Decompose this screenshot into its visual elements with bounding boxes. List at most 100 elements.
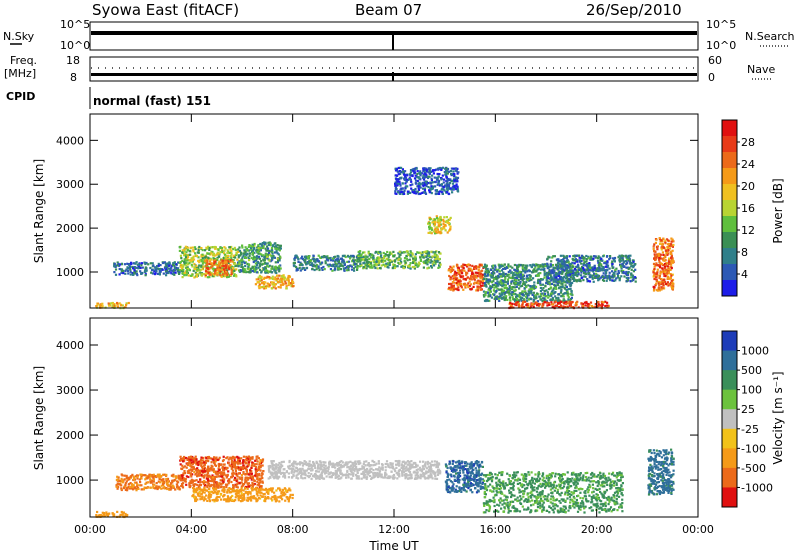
data-cell xyxy=(587,270,590,273)
data-cell xyxy=(256,249,259,252)
data-cell xyxy=(549,273,552,276)
data-cell xyxy=(400,176,403,179)
data-cell xyxy=(539,278,543,281)
data-cell xyxy=(203,474,206,477)
data-cell xyxy=(554,280,557,283)
data-cell xyxy=(560,289,563,292)
data-cell xyxy=(275,249,278,252)
data-cell xyxy=(485,281,488,284)
data-cell xyxy=(556,268,559,271)
data-cell xyxy=(364,259,367,262)
data-cell xyxy=(661,267,664,270)
data-cell xyxy=(435,189,438,192)
data-cell xyxy=(152,473,155,476)
data-cell xyxy=(527,294,530,297)
data-cell xyxy=(265,269,268,272)
data-cell xyxy=(459,280,462,283)
data-cell xyxy=(578,254,581,257)
data-cell xyxy=(275,278,278,281)
data-cell xyxy=(482,282,485,285)
data-cell xyxy=(242,270,245,273)
data-cell xyxy=(517,306,521,309)
colorbar-tick-label: 4 xyxy=(741,268,748,281)
data-cell xyxy=(410,180,413,183)
data-cell xyxy=(541,263,544,266)
data-cell xyxy=(341,258,344,261)
data-cell xyxy=(187,456,191,459)
data-cell xyxy=(198,261,201,264)
data-cell xyxy=(467,286,470,289)
data-cell xyxy=(153,475,156,478)
data-cell xyxy=(221,466,225,469)
data-cell xyxy=(663,265,667,268)
data-cell xyxy=(611,266,614,270)
data-cell xyxy=(440,183,443,186)
data-cell xyxy=(500,273,503,276)
data-cell xyxy=(514,289,517,292)
data-cell xyxy=(482,290,486,293)
data-cell xyxy=(524,290,527,293)
data-cell xyxy=(432,221,436,224)
data-cell xyxy=(163,480,166,483)
data-cell xyxy=(532,270,535,274)
data-cell xyxy=(224,274,227,277)
data-cell xyxy=(229,274,233,277)
data-cell xyxy=(399,188,402,191)
data-cell xyxy=(96,302,100,305)
data-cell xyxy=(530,287,533,290)
data-cell xyxy=(608,267,611,270)
data-cell xyxy=(259,286,262,289)
data-cell xyxy=(664,249,667,252)
data-cell xyxy=(110,302,113,305)
nsky-tick-bottom: 10^0 xyxy=(60,39,90,52)
data-cell xyxy=(260,271,263,274)
data-cell xyxy=(230,257,233,260)
data-cell xyxy=(401,187,404,190)
data-cell xyxy=(419,172,422,175)
data-cell xyxy=(385,257,388,260)
data-cell xyxy=(554,295,557,298)
data-cell xyxy=(514,281,517,284)
data-cell xyxy=(530,285,534,288)
data-cell xyxy=(375,264,378,267)
data-cell xyxy=(613,260,616,263)
data-cell xyxy=(494,296,497,299)
data-cell xyxy=(583,272,586,275)
data-cell xyxy=(258,249,261,252)
data-cell xyxy=(574,271,578,274)
data-cell xyxy=(300,257,303,260)
data-cell xyxy=(505,281,508,284)
data-cell xyxy=(403,192,406,195)
data-cell xyxy=(253,268,256,271)
data-cell xyxy=(449,182,452,185)
data-cell xyxy=(541,292,544,295)
data-cell xyxy=(423,191,426,194)
data-cell xyxy=(498,296,501,299)
data-cell xyxy=(567,278,570,281)
data-cell xyxy=(556,282,559,285)
data-cell xyxy=(662,280,665,284)
data-cell xyxy=(575,265,578,268)
data-cell xyxy=(505,266,509,269)
data-cell xyxy=(368,258,371,261)
data-cell xyxy=(558,263,561,266)
data-cell xyxy=(261,242,264,245)
data-cell xyxy=(395,192,398,195)
data-cell xyxy=(296,267,299,270)
data-cell xyxy=(192,250,195,253)
data-cell xyxy=(528,292,531,295)
data-cell xyxy=(667,252,670,255)
data-cell xyxy=(463,264,466,267)
data-cell xyxy=(460,283,463,286)
data-cell xyxy=(365,267,368,270)
data-cell xyxy=(532,294,536,297)
data-cell xyxy=(257,276,260,279)
data-cell xyxy=(555,272,558,275)
data-cell xyxy=(198,271,201,274)
data-cell xyxy=(670,274,673,277)
data-cell xyxy=(449,282,452,285)
data-cell xyxy=(414,174,417,177)
data-cell xyxy=(653,250,656,253)
data-cell xyxy=(597,264,600,267)
data-cell xyxy=(274,247,277,250)
